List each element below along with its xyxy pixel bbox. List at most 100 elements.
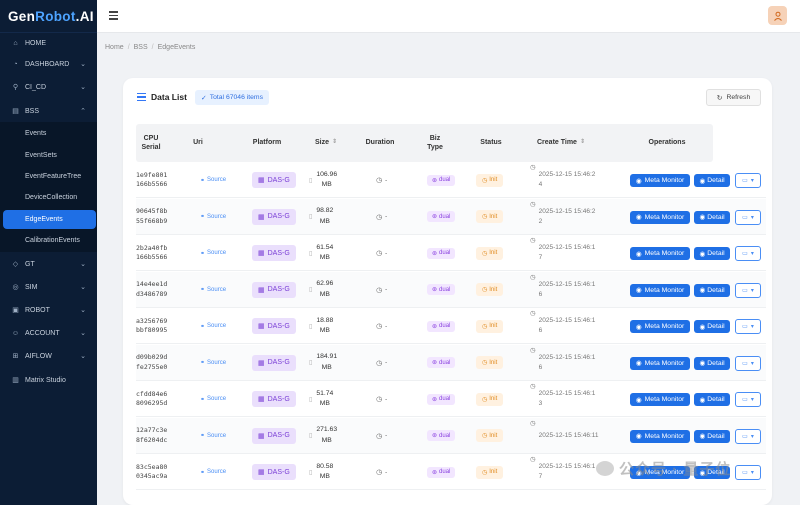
sidebar-subitem-eventfeaturetree[interactable]: EventFeatureTree xyxy=(25,173,82,180)
meta-monitor-button[interactable]: ◉ Meta Monitor xyxy=(630,466,690,479)
column-header-duration[interactable]: Duration xyxy=(365,139,395,147)
breadcrumb-home[interactable]: Home xyxy=(105,44,124,51)
platform-label: DAS-G xyxy=(267,176,290,184)
column-header-status[interactable]: Status xyxy=(480,139,502,147)
sidebar: Gen Robot .AI ⌂ HOME ◔ DASHBOARD ⌄ ⚲ CI_CD ⌄ ▤ B… xyxy=(0,0,97,505)
source-link[interactable]: ⚭ Source xyxy=(200,345,226,381)
sidebar-item-robot[interactable]: ▣ ROBOT ⌄ xyxy=(0,300,97,320)
more-actions-dropdown[interactable]: ▭ ▾ xyxy=(735,209,761,225)
column-header-cpu-serial[interactable]: CPU Serial xyxy=(141,134,161,151)
meta-monitor-button[interactable]: ◉ Meta Monitor xyxy=(630,174,690,187)
biz-type-tag: ⊛ dual xyxy=(427,430,456,441)
more-actions-dropdown[interactable]: ▭ ▾ xyxy=(735,282,761,298)
sidebar-subitem-edgeevents[interactable]: EdgeEvents xyxy=(3,210,96,229)
avatar[interactable] xyxy=(768,6,787,25)
sidebar-item-matrix-studio[interactable]: ▥ Matrix Studio xyxy=(0,370,97,390)
meta-monitor-button[interactable]: ◉ Meta Monitor xyxy=(630,356,690,370)
duration-cell: ◷ - xyxy=(376,272,387,308)
sidebar-subitem-devicecollection[interactable]: DeviceCollection xyxy=(25,194,78,201)
more-actions-dropdown[interactable]: ▭ ▾ xyxy=(735,428,761,444)
source-link[interactable]: ⚭ Source xyxy=(200,162,226,198)
meta-monitor-button[interactable]: ◉ Meta Monitor xyxy=(630,393,690,406)
meta-monitor-button[interactable]: ◉ Meta Monitor xyxy=(630,320,690,333)
sort-icon[interactable]: ⇕ xyxy=(579,139,585,146)
column-header-uri[interactable]: Uri xyxy=(193,139,203,147)
eye-icon: ◉ xyxy=(635,360,642,367)
sidebar-item-sim[interactable]: ◎ SIM ⌄ xyxy=(0,277,97,297)
sort-icon[interactable]: ⇕ xyxy=(331,139,338,146)
breadcrumb-bss[interactable]: BSS xyxy=(133,44,148,51)
more-actions-dropdown[interactable]: ▭ ▾ xyxy=(735,173,761,188)
grid-icon: ▦ xyxy=(258,432,265,440)
detail-button[interactable]: ◉ Detail xyxy=(694,466,730,479)
source-link[interactable]: ⚭ Source xyxy=(200,454,226,490)
more-actions-dropdown[interactable]: ▭ ▾ xyxy=(735,355,761,371)
sidebar-item-account[interactable]: ☺ ACCOUNT ⌄ xyxy=(0,323,97,343)
menu-toggle-icon[interactable] xyxy=(109,11,118,20)
duration-value: - xyxy=(384,286,388,293)
detail-button[interactable]: ◉ Detail xyxy=(694,429,730,443)
detail-button[interactable]: ◉ Detail xyxy=(694,247,730,260)
sidebar-item-dashboard[interactable]: ◔ DASHBOARD ⌄ xyxy=(0,54,97,74)
more-actions-dropdown[interactable]: ▭ ▾ xyxy=(735,465,761,480)
column-header-create-time[interactable]: Create Time ⇕ xyxy=(526,124,596,162)
more-actions-dropdown[interactable]: ▭ ▾ xyxy=(735,246,761,261)
list-icon xyxy=(137,93,146,101)
clock-icon: ◷ xyxy=(482,177,488,184)
column-header-size[interactable]: Size ⇕ xyxy=(306,124,346,162)
platform-label: DAS-G xyxy=(267,432,290,439)
biz-type-tag: ⊛ dual xyxy=(427,247,456,259)
detail-button[interactable]: ◉ Detail xyxy=(694,283,730,297)
sidebar-item-bss[interactable]: ▤ BSS ⌃ xyxy=(0,101,97,121)
meta-monitor-button[interactable]: ◉ Meta Monitor xyxy=(630,283,690,297)
biz-type-tag: ⊛ dual xyxy=(427,466,456,478)
create-time-value: 2025-12-15 15:46:2 2 xyxy=(538,207,596,225)
meta-monitor-button[interactable]: ◉ Meta Monitor xyxy=(630,247,690,260)
app-logo[interactable]: Gen Robot .AI xyxy=(0,0,97,33)
source-link[interactable]: ⚭ Source xyxy=(200,381,226,417)
status-label: Init xyxy=(489,250,498,256)
sidebar-subitem-events[interactable]: Events xyxy=(25,130,47,137)
source-link[interactable]: ⚭ Source xyxy=(200,199,226,235)
cpu-serial: 1e9fe801 166b5566 xyxy=(136,170,168,188)
eye-icon: ◉ xyxy=(635,177,642,185)
more-actions-dropdown[interactable]: ▭ ▾ xyxy=(735,319,761,334)
biz-type-label: dual xyxy=(439,469,451,475)
source-link[interactable]: ⚭ Source xyxy=(200,235,226,271)
data-list-card: Data List ✓ Total 67046 items ↻ Refresh CP… xyxy=(123,78,772,505)
detail-label: Detail xyxy=(707,286,725,294)
refresh-button[interactable]: ↻ Refresh xyxy=(706,89,761,106)
source-link[interactable]: ⚭ Source xyxy=(200,308,226,344)
detail-button[interactable]: ◉ Detail xyxy=(694,210,730,224)
create-time-value: 2025-12-15 15:46:1 7 xyxy=(538,463,596,480)
clock-icon: ◷ xyxy=(482,214,488,220)
clock-icon: ◷ xyxy=(482,469,488,476)
sidebar-item-gt[interactable]: ◇ GT ⌄ xyxy=(0,254,97,274)
size-value: 61.54 MB xyxy=(316,243,334,261)
sidebar-subitem-eventsets[interactable]: EventSets xyxy=(25,152,57,159)
meta-monitor-button[interactable]: ◉ Meta Monitor xyxy=(630,429,690,443)
column-header-biz-type[interactable]: Biz Type xyxy=(427,134,443,151)
size-value: 51.74 MB xyxy=(316,389,334,407)
detail-label: Detail xyxy=(707,213,725,221)
source-link[interactable]: ⚭ Source xyxy=(200,418,226,454)
clock-icon: ◷ xyxy=(376,250,382,257)
detail-button[interactable]: ◉ Detail xyxy=(694,320,730,333)
sidebar-item-aiflow[interactable]: ⊞ AIFLOW ⌄ xyxy=(0,346,97,366)
meta-monitor-button[interactable]: ◉ Meta Monitor xyxy=(630,210,690,224)
source-label: Source xyxy=(207,469,227,475)
detail-button[interactable]: ◉ Detail xyxy=(694,356,730,370)
grid-icon: ▦ xyxy=(258,177,265,184)
more-actions-dropdown[interactable]: ▭ ▾ xyxy=(735,392,761,407)
create-time-value: 2025-12-15 15:46:1 6 xyxy=(538,317,596,334)
wechat-icon xyxy=(596,461,614,476)
sidebar-subitem-calibrationevents[interactable]: CalibrationEvents xyxy=(25,237,80,244)
create-time-value: 2025-12-15 15:46:11 xyxy=(538,431,599,439)
detail-button[interactable]: ◉ Detail xyxy=(694,393,730,406)
duration-value: - xyxy=(384,359,388,366)
column-header-platform[interactable]: Platform xyxy=(252,139,282,147)
source-link[interactable]: ⚭ Source xyxy=(200,272,226,308)
detail-button[interactable]: ◉ Detail xyxy=(694,174,730,187)
sidebar-item-ci-cd[interactable]: ⚲ CI_CD ⌄ xyxy=(0,77,97,97)
sidebar-item-home[interactable]: ⌂ HOME xyxy=(0,33,97,53)
